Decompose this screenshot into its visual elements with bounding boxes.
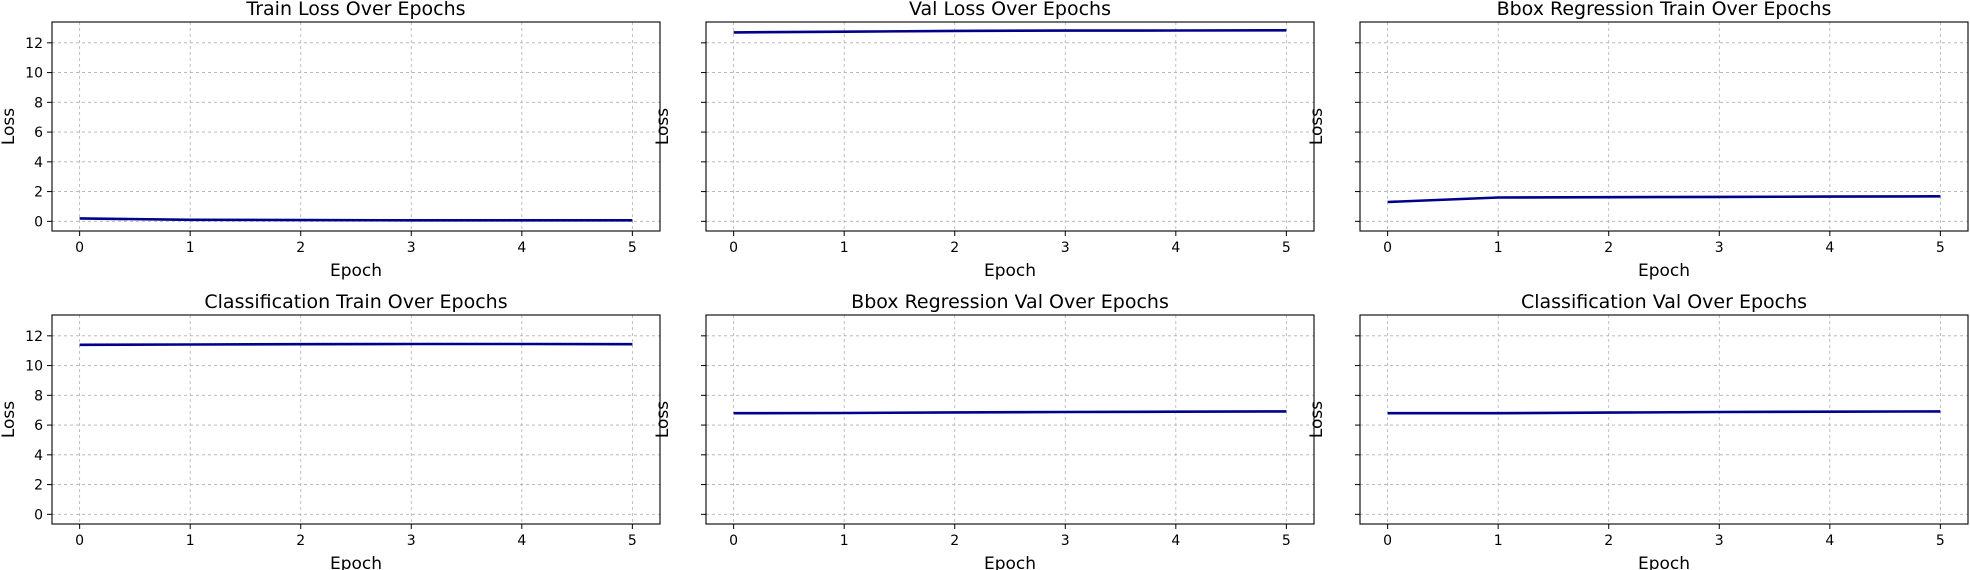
x-tick-label: 3 (1715, 533, 1724, 549)
y-tick-label: 6 (34, 125, 43, 141)
y-tick-label: 2 (34, 185, 43, 201)
chart-title: Classification Val Over Epochs (1521, 291, 1807, 313)
x-tick-label: 5 (1282, 240, 1291, 256)
chart-title: Bbox Regression Val Over Epochs (851, 291, 1169, 313)
x-tick-label: 1 (840, 240, 849, 256)
y-tick-label: 8 (34, 95, 43, 111)
x-tick-label: 2 (296, 240, 305, 256)
x-tick-label: 2 (950, 240, 959, 256)
x-tick-label: 0 (1383, 533, 1392, 549)
x-tick-label: 3 (1715, 240, 1724, 256)
x-tick-label: 0 (729, 240, 738, 256)
x-tick-label: 5 (628, 533, 637, 549)
plot-frame (1359, 21, 1969, 232)
x-tick-label: 3 (1061, 533, 1070, 549)
chart-title: Val Loss Over Epochs (909, 0, 1111, 20)
y-tick-label: 12 (25, 329, 43, 345)
x-tick-label: 5 (1936, 240, 1945, 256)
x-tick-label: 0 (729, 533, 738, 549)
y-axis-label: Loss (1307, 108, 1327, 145)
y-tick-label: 0 (34, 507, 43, 523)
y-axis-label: Loss (0, 401, 19, 438)
x-tick-label: 4 (517, 533, 526, 549)
y-tick-label: 10 (25, 359, 43, 375)
x-tick-label: 1 (186, 533, 195, 549)
y-tick-label: 10 (25, 66, 43, 82)
plot-frame (705, 21, 1315, 232)
y-axis-label: Loss (1307, 401, 1327, 438)
x-tick-label: 5 (1936, 533, 1945, 549)
y-tick-label: 8 (34, 388, 43, 404)
chart-panel-5: 0 1 2 3 4 5 Bbox Regression Val Over Epochs Epo… (653, 291, 1315, 570)
y-tick-label: 0 (34, 214, 43, 230)
x-axis-label: Epoch (984, 261, 1036, 281)
loss-series-line (1387, 410, 1941, 415)
x-tick-label: 2 (950, 533, 959, 549)
x-tick-label: 1 (840, 533, 849, 549)
y-tick-label: 4 (34, 448, 43, 464)
loss-series-line (733, 29, 1287, 34)
y-axis-label: Loss (653, 401, 673, 438)
plot-frame (51, 314, 661, 525)
chart-panel-3: 0 1 2 3 4 5 Bbox Regression Train Over Epochs E… (1307, 0, 1969, 281)
chart-panel-6: 0 1 2 3 4 5 Classification Val Over Epochs Epoc… (1307, 291, 1969, 570)
y-tick-label: 4 (34, 155, 43, 171)
chart-panel-2: 0 1 2 3 4 5 Val Loss Over Epochs Epoch Loss (653, 0, 1315, 281)
plot-frame (705, 314, 1315, 525)
chart-title: Classification Train Over Epochs (204, 291, 507, 313)
x-tick-label: 4 (1825, 240, 1834, 256)
x-tick-label: 2 (296, 533, 305, 549)
x-tick-label: 1 (186, 240, 195, 256)
x-tick-label: 0 (1383, 240, 1392, 256)
x-tick-label: 4 (1171, 240, 1180, 256)
x-tick-label: 3 (1061, 240, 1070, 256)
x-tick-label: 5 (628, 240, 637, 256)
x-tick-label: 0 (75, 533, 84, 549)
x-tick-label: 1 (1494, 240, 1503, 256)
x-tick-label: 3 (407, 240, 416, 256)
x-tick-label: 3 (407, 533, 416, 549)
plot-frame (1359, 314, 1969, 525)
x-tick-label: 5 (1282, 533, 1291, 549)
x-tick-label: 4 (1171, 533, 1180, 549)
x-axis-label: Epoch (1638, 554, 1690, 570)
x-tick-label: 1 (1494, 533, 1503, 549)
x-tick-label: 2 (1604, 240, 1613, 256)
loss-series-line (1387, 195, 1941, 204)
x-tick-label: 4 (1825, 533, 1834, 549)
chart-title: Train Loss Over Epochs (245, 0, 465, 20)
loss-series-line (79, 342, 633, 347)
y-axis-label: Loss (653, 108, 673, 145)
loss-series-line (733, 410, 1287, 415)
y-axis-label: Loss (0, 108, 19, 145)
y-tick-label: 6 (34, 418, 43, 434)
x-tick-label: 2 (1604, 533, 1613, 549)
x-tick-label: 0 (75, 240, 84, 256)
plot-frame (51, 21, 661, 232)
y-tick-label: 2 (34, 478, 43, 494)
y-tick-label: 12 (25, 36, 43, 52)
x-axis-label: Epoch (1638, 261, 1690, 281)
x-tick-label: 4 (517, 240, 526, 256)
x-axis-label: Epoch (984, 554, 1036, 570)
x-axis-label: Epoch (330, 554, 382, 570)
x-axis-label: Epoch (330, 261, 382, 281)
chart-title: Bbox Regression Train Over Epochs (1497, 0, 1832, 20)
loss-series-line (79, 217, 633, 222)
